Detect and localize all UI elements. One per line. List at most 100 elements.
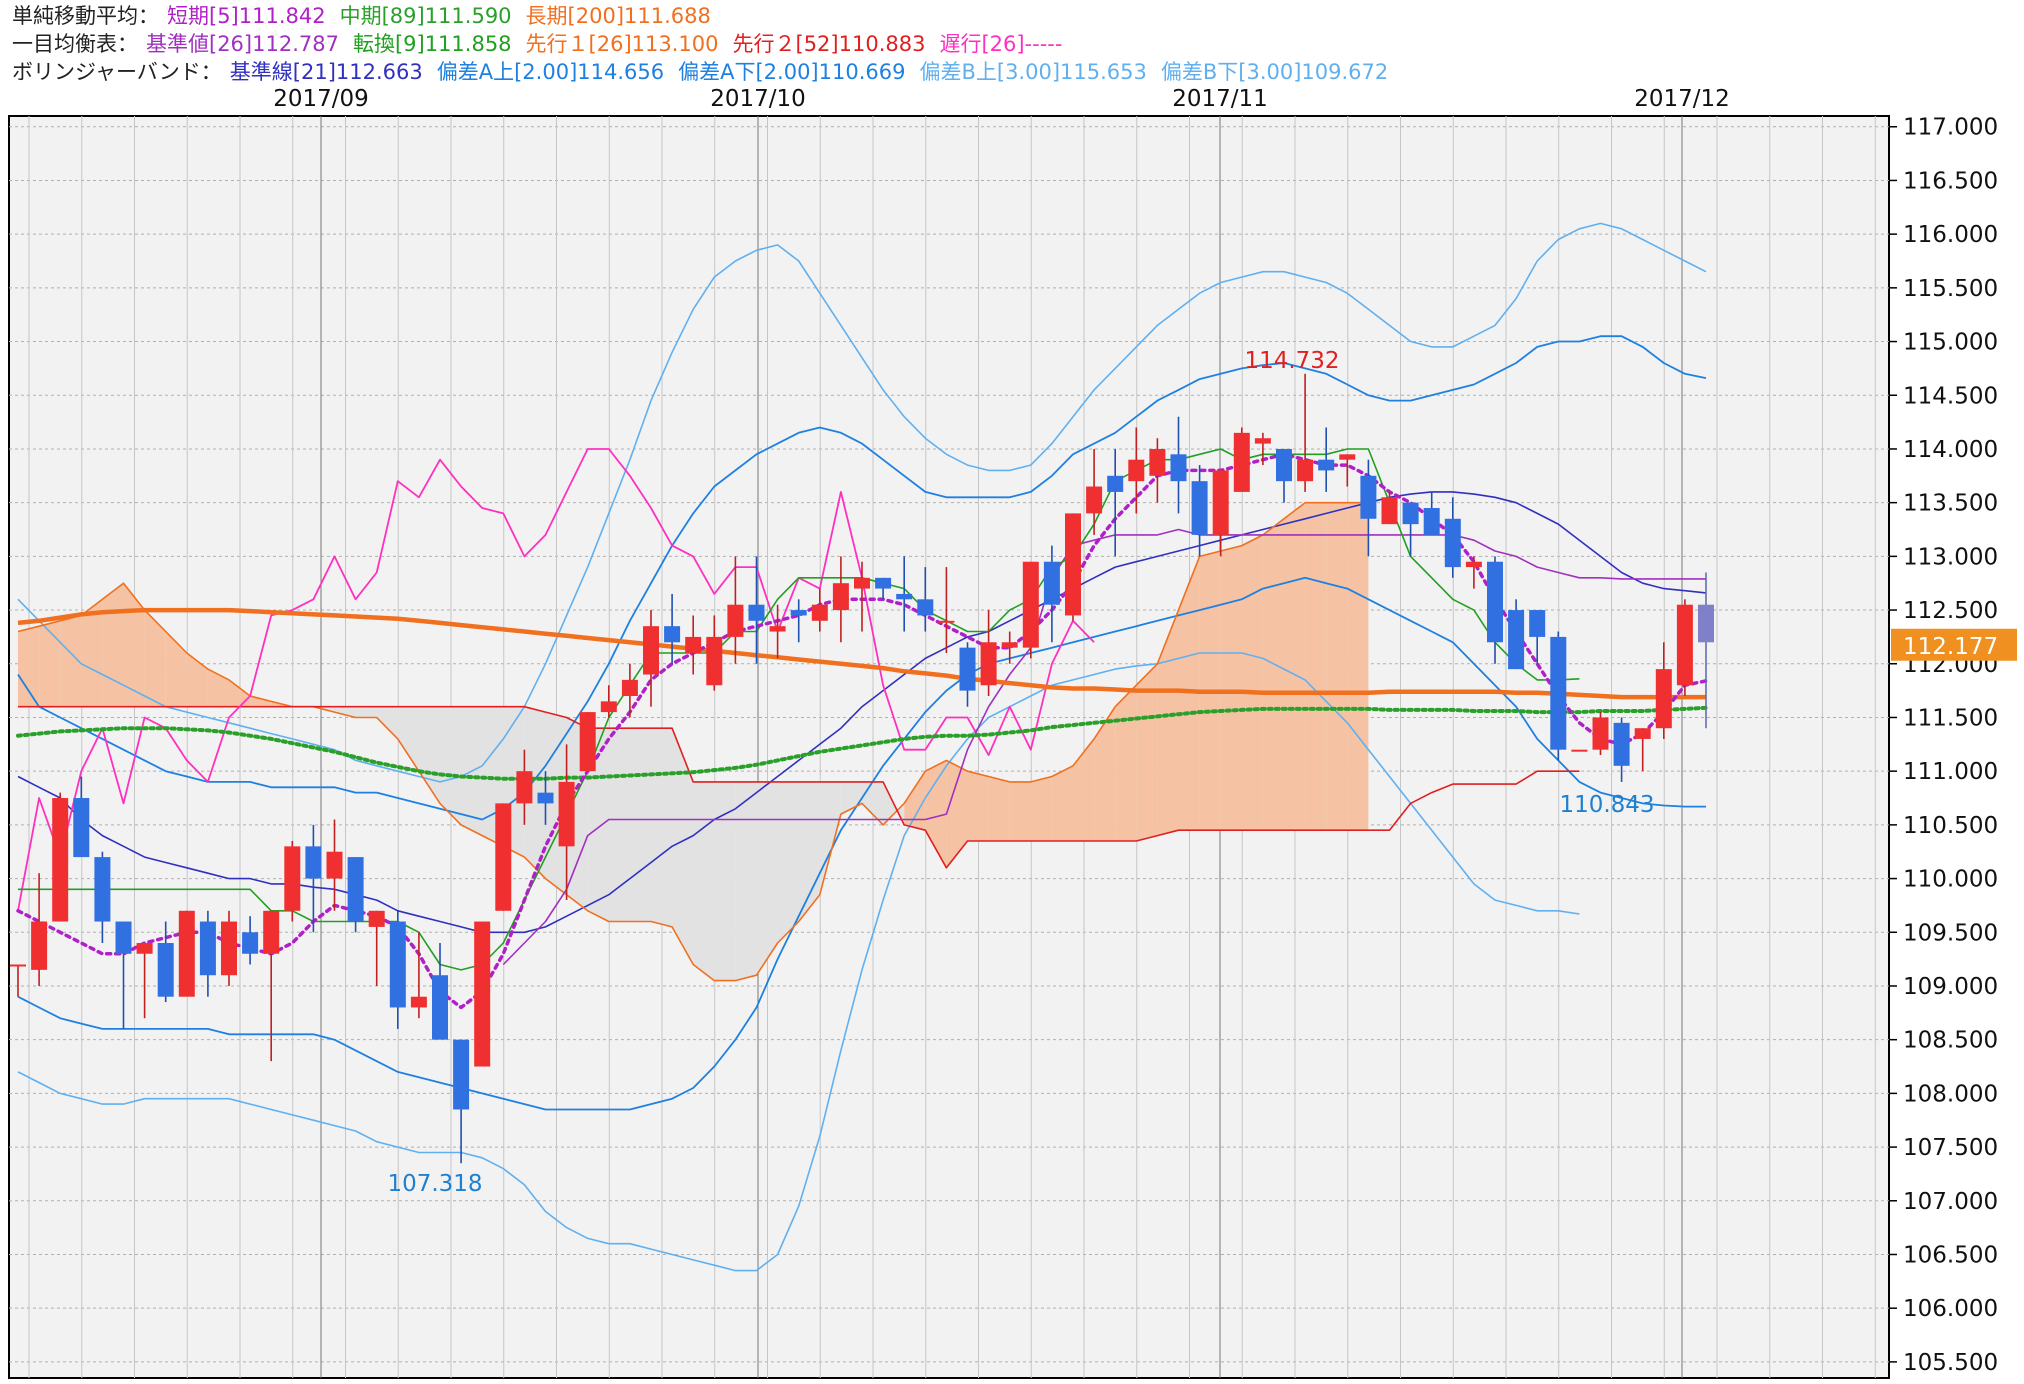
legend-ichimoku-label: 一目均衡表： xyxy=(12,32,138,56)
cloud-segment xyxy=(207,669,229,707)
candle-body xyxy=(1191,481,1208,535)
current-price-tag xyxy=(1891,628,2017,661)
candle-body xyxy=(1508,610,1525,670)
cloud-segment xyxy=(81,599,103,707)
legend-row-bollinger: ボリンジャーバンド： 基準線[21]112.663 偏差A上[2.00]114.65… xyxy=(12,58,1402,86)
cloud-segment xyxy=(1009,781,1031,841)
series-line-先行１[26] xyxy=(17,501,1369,982)
y-tick-label: 112.500 xyxy=(1903,598,1998,624)
cloud-segment xyxy=(904,771,926,831)
cloud-segment xyxy=(60,615,82,707)
candle-body xyxy=(1655,669,1672,729)
annotations: 114.732 107.318 110.843 xyxy=(387,348,1654,1197)
candle-body xyxy=(1698,604,1714,643)
candle-body xyxy=(1022,561,1039,648)
cloud-segment xyxy=(819,781,841,895)
candle-body xyxy=(178,910,195,997)
candle-body xyxy=(474,921,491,1067)
y-tick-label: 111.000 xyxy=(1903,759,1998,785)
legend-row-ichimoku: 一目均衡表： 基準値[26]112.787 転換[9]111.858 先行１[26]1… xyxy=(12,30,1076,58)
legend-boll-a-up: 偏差A上[2.00]114.656 xyxy=(436,60,665,84)
candle-body xyxy=(495,803,512,911)
candle-body xyxy=(242,932,259,954)
cloud-segment xyxy=(967,771,989,841)
cloud-segment xyxy=(840,781,862,815)
candle-body xyxy=(1318,459,1335,471)
y-tick-label: 109.500 xyxy=(1903,920,1998,946)
candle-body xyxy=(1297,459,1314,482)
candle-body xyxy=(748,604,765,621)
candle-body xyxy=(1001,642,1018,648)
cloud-segment xyxy=(1073,738,1095,841)
cloud-segment xyxy=(883,781,905,825)
cloud-segment xyxy=(1136,663,1158,841)
candle-body xyxy=(263,910,280,954)
candle-body xyxy=(1254,438,1271,444)
cloud-segment xyxy=(376,706,398,739)
legend-tenkan: 転換[9]111.858 xyxy=(352,32,512,56)
candle-body xyxy=(685,636,702,654)
candle-body xyxy=(558,781,575,847)
candle-body xyxy=(73,798,90,858)
cloud-segment xyxy=(229,679,251,707)
y-tick-label: 114.000 xyxy=(1903,437,1998,463)
candle-body xyxy=(347,857,364,922)
x-tick-label: 2017/12 xyxy=(1634,86,1730,112)
candle-body xyxy=(621,679,638,696)
legend-kijun: 基準値[26]112.787 xyxy=(146,32,339,56)
candle-body xyxy=(1339,454,1356,460)
candlestick-chart[interactable]: 117.000 116.500 116.000 115.500 115.000 114.5… xyxy=(0,86,2024,1384)
candles xyxy=(10,373,1714,1164)
y-tick-label: 113.000 xyxy=(1903,544,1998,570)
cloud-segment xyxy=(334,706,356,718)
y-tick-label: 108.500 xyxy=(1903,1028,1998,1054)
y-tick-label: 110.500 xyxy=(1903,813,1998,839)
candle-body xyxy=(453,1039,470,1110)
legend-sma-long: 長期[200]111.688 xyxy=(525,4,711,28)
cloud-segment xyxy=(440,706,462,825)
cloud-segment xyxy=(651,728,673,927)
candle-body xyxy=(1086,486,1103,514)
legend-senkou1: 先行１[26]113.100 xyxy=(525,32,719,56)
y-tick-label: 108.000 xyxy=(1903,1081,1998,1107)
cloud-segment xyxy=(1305,502,1327,831)
cloud-segment xyxy=(1347,502,1369,831)
candle-body xyxy=(980,642,997,686)
y-tick-label: 110.000 xyxy=(1903,867,1998,893)
candle-body xyxy=(10,964,26,967)
cloud-segment xyxy=(1051,765,1073,841)
cloud-segment xyxy=(735,781,757,981)
y-tick-label: 117.000 xyxy=(1903,115,1998,141)
candle-body xyxy=(643,626,659,675)
series-line-遅行[26] xyxy=(17,448,1095,911)
y-tick-label: 116.500 xyxy=(1903,168,1998,194)
legend-chikou: 遅行[26]----- xyxy=(939,32,1063,56)
legend-boll-b-up: 偏差B上[3.00]115.653 xyxy=(919,60,1147,84)
y-tick-label: 116.000 xyxy=(1903,222,1998,248)
y-tick-label: 115.500 xyxy=(1903,276,1998,302)
candle-body xyxy=(221,921,237,976)
candle-body xyxy=(664,626,681,643)
cloud-segment xyxy=(524,706,546,879)
candle-body xyxy=(537,792,554,804)
cloud-segment xyxy=(1220,545,1242,831)
candle-body xyxy=(1444,518,1461,568)
y-tick-label: 107.000 xyxy=(1903,1189,1998,1215)
y-tick-label: 107.500 xyxy=(1903,1135,1998,1161)
cloud-segment xyxy=(1115,685,1137,841)
candle-body xyxy=(1276,448,1292,482)
y-tick-label: 109.000 xyxy=(1903,974,1998,1000)
indicator-legend: 単純移動平均： 短期[5]111.842 中期[89]111.590 長期[200]1… xyxy=(0,0,2024,86)
candle-body xyxy=(157,943,174,997)
cloud-segment xyxy=(862,781,884,825)
candle-body xyxy=(1634,728,1651,739)
y-tick-label: 106.500 xyxy=(1903,1242,1998,1268)
annotation-low-1: 107.318 xyxy=(387,1171,482,1197)
cloud-segment xyxy=(925,760,947,868)
cloud-segment xyxy=(1262,518,1284,831)
x-tick-label: 2017/10 xyxy=(710,86,806,112)
legend-sma-label: 単純移動平均： xyxy=(12,4,159,28)
legend-boll-b-down: 偏差B下[3.00]109.672 xyxy=(1160,60,1389,84)
candle-body xyxy=(94,857,111,922)
gridlines xyxy=(9,116,1889,1378)
